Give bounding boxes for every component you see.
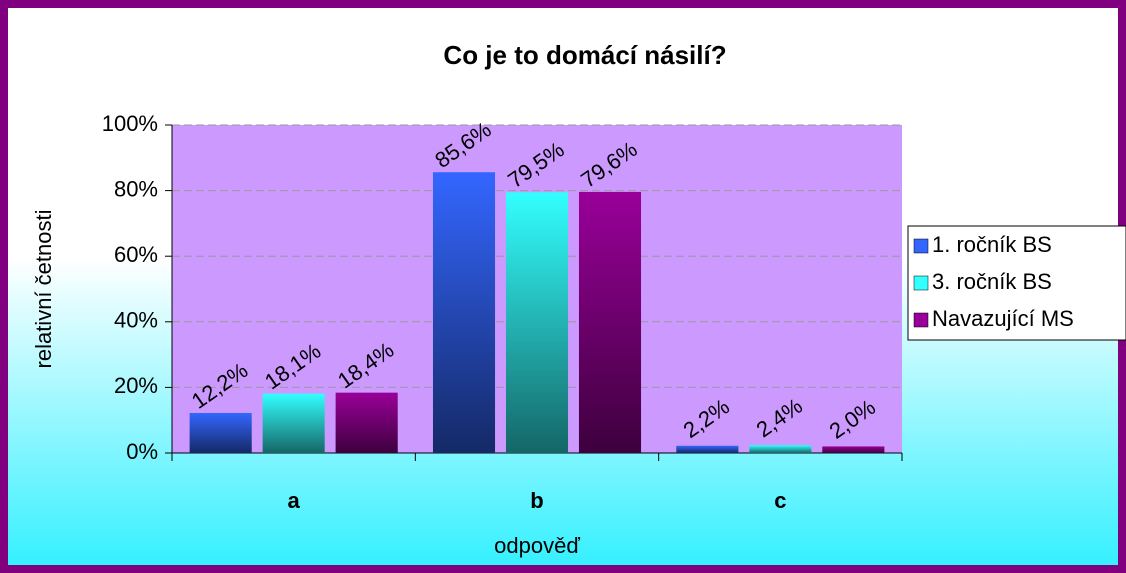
- legend-swatch: [913, 238, 929, 254]
- bar-shade: [432, 172, 496, 453]
- chart-title: Co je to domácí násilí?: [443, 40, 726, 70]
- bar-shade: [262, 393, 325, 453]
- bar-shade: [578, 191, 642, 454]
- bar-shade: [749, 445, 812, 453]
- bar-shade: [676, 445, 739, 453]
- x-tick-label: a: [288, 488, 301, 513]
- bar-shade: [335, 392, 398, 453]
- legend-label: Navazující MS: [932, 306, 1074, 331]
- legend-label: 3. ročník BS: [932, 269, 1052, 294]
- y-tick-label: 0%: [126, 439, 158, 464]
- bar-shade: [822, 446, 885, 453]
- y-tick-label: 80%: [114, 176, 158, 201]
- bar-shade: [189, 412, 252, 453]
- y-tick-label: 40%: [114, 308, 158, 333]
- x-tick-label: b: [530, 488, 543, 513]
- x-tick-label: c: [774, 488, 786, 513]
- y-tick-label: 20%: [114, 373, 158, 398]
- x-axis-label: odpověď: [494, 533, 580, 558]
- legend-swatch: [913, 312, 929, 328]
- y-axis-label: relativní četnosti: [31, 210, 56, 369]
- y-tick-label: 100%: [102, 111, 158, 136]
- legend-swatch: [913, 275, 929, 291]
- y-tick-label: 60%: [114, 242, 158, 267]
- bar-shade: [505, 192, 569, 454]
- legend-box: [907, 225, 1126, 341]
- legend-label: 1. ročník BS: [932, 232, 1052, 257]
